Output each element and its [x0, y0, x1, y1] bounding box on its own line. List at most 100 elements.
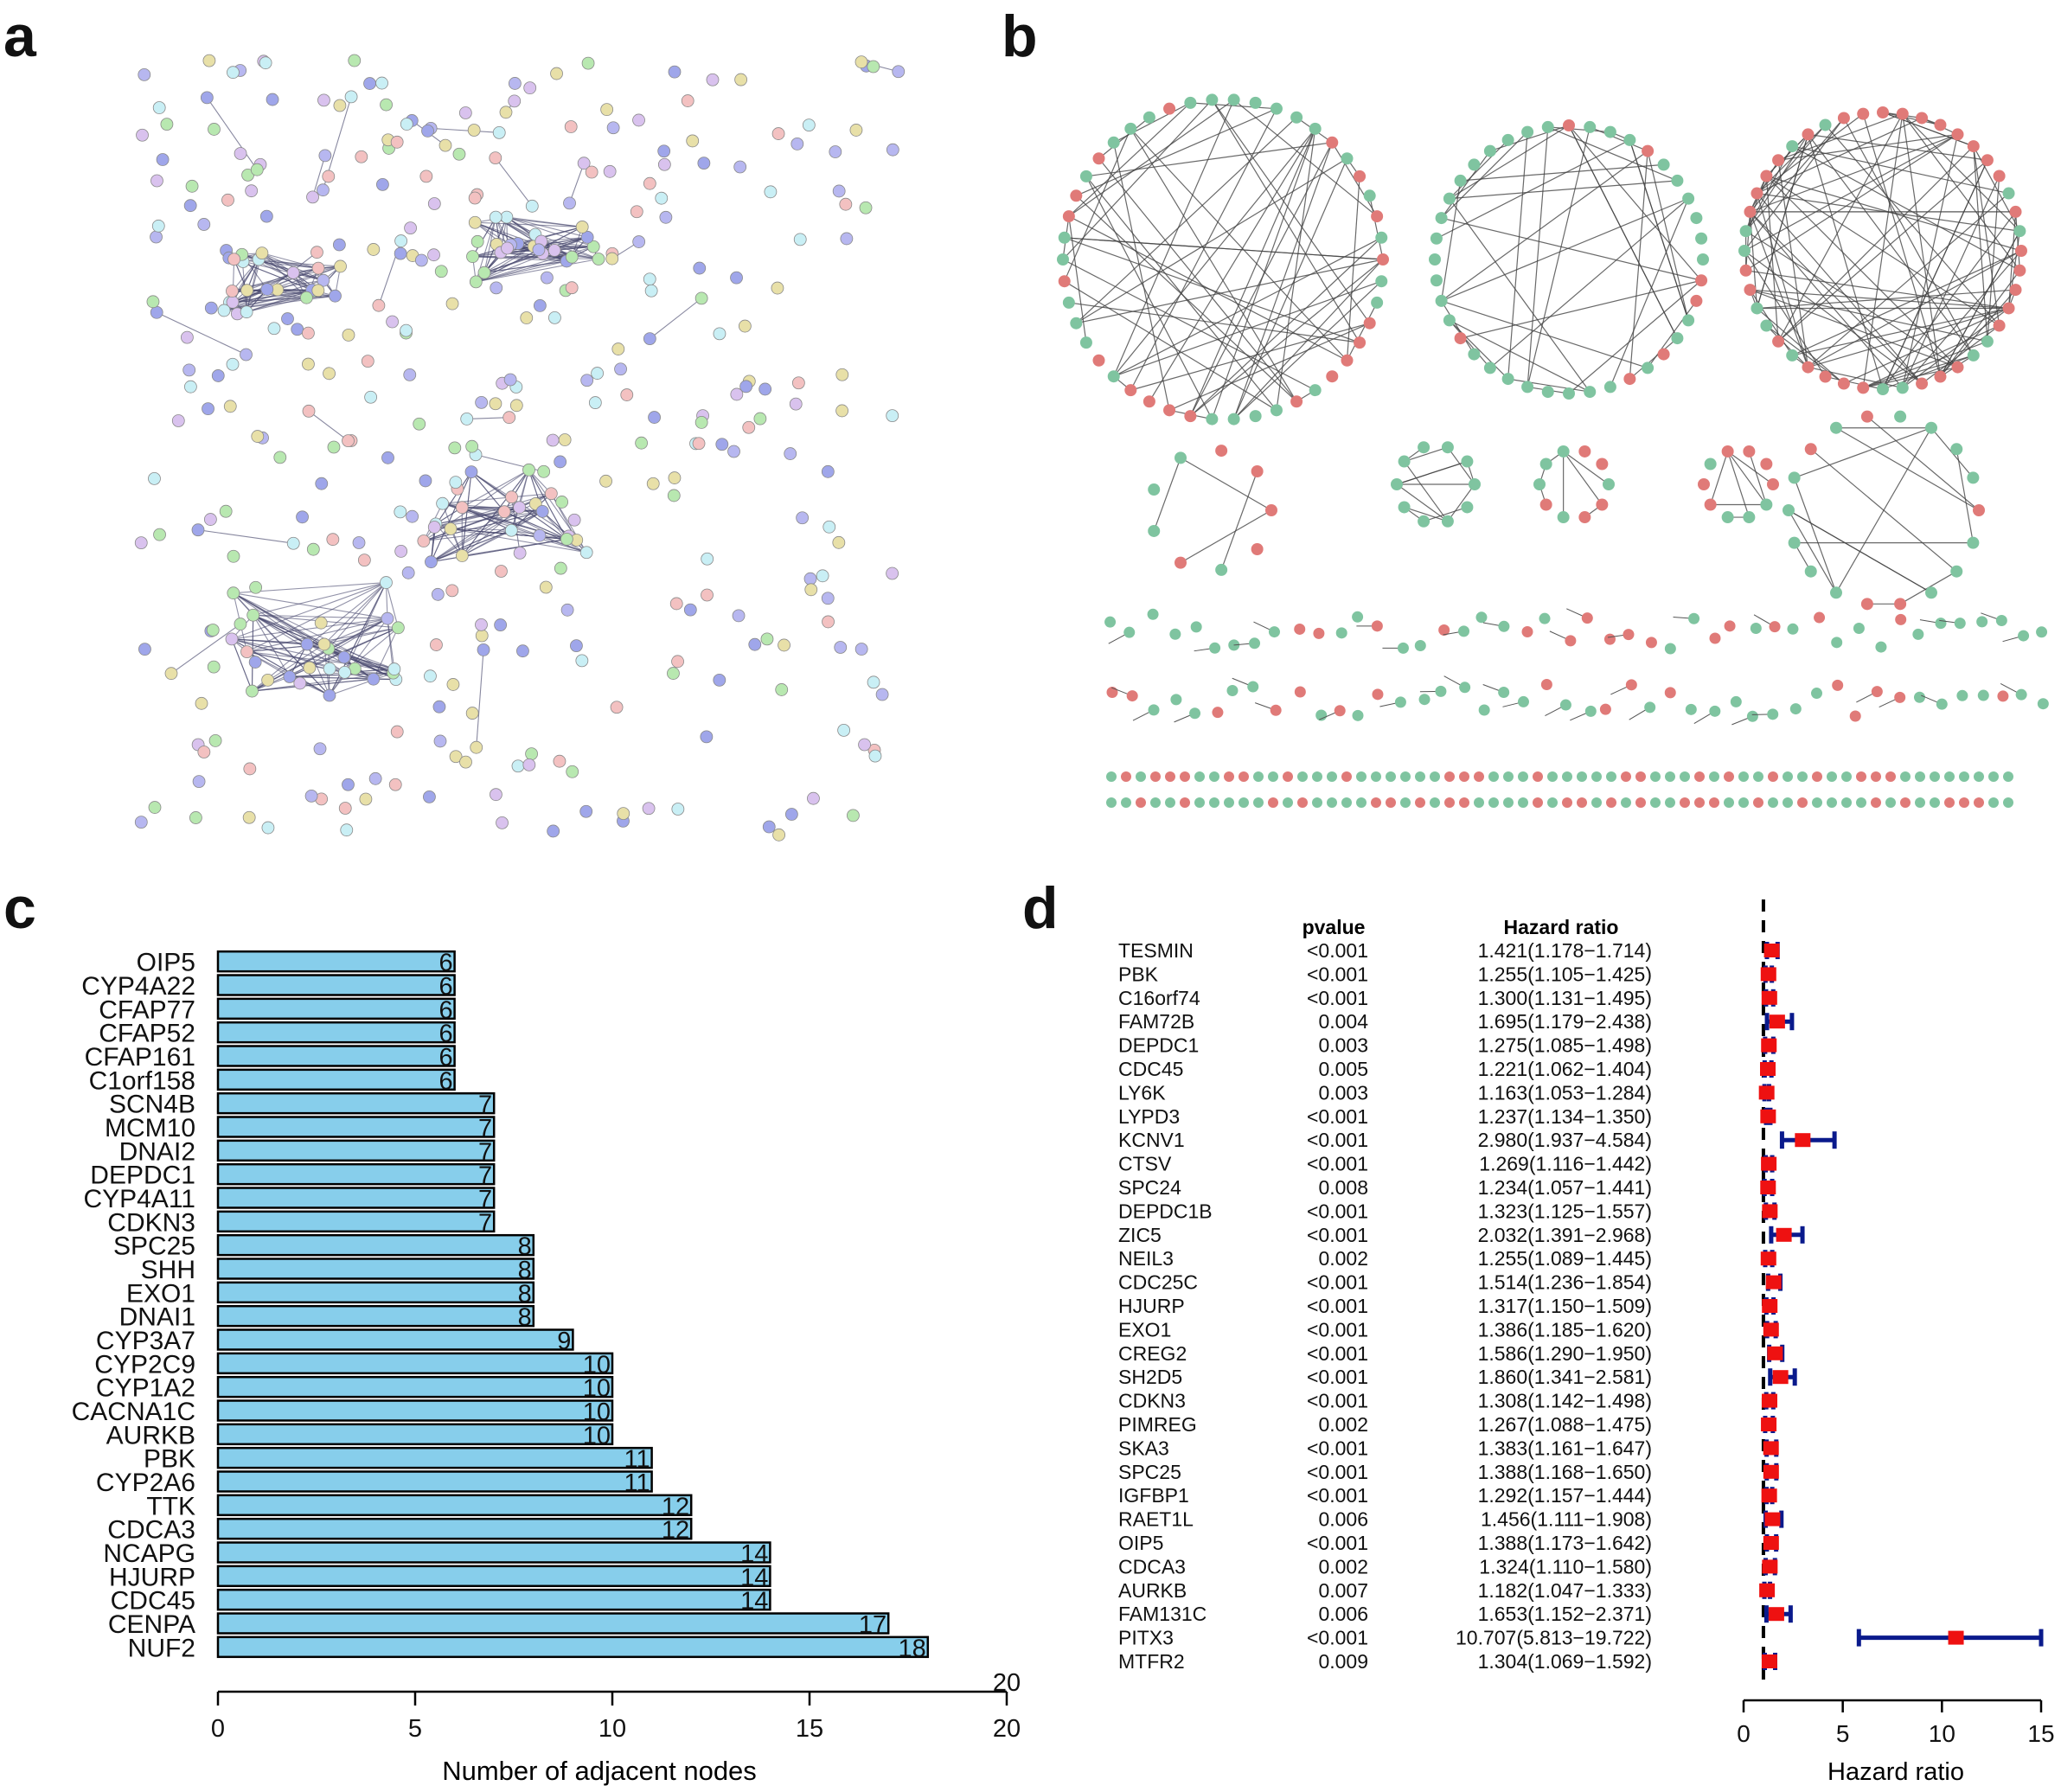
gene-label: EXO1 [1118, 1318, 1171, 1341]
network-b-chains [1104, 608, 2049, 808]
network-b-ring-1 [1057, 93, 1389, 426]
hazard-ratio-header: Hazard ratio [1504, 916, 1619, 938]
bar-dnai1 [216, 1304, 535, 1328]
category-label: EXO1 [126, 1279, 195, 1308]
category-label: CFAP52 [99, 1020, 195, 1048]
gene-label: FAM72B [1118, 1010, 1194, 1033]
hr-point-creg2 [1767, 1346, 1783, 1360]
category-label: SHH [141, 1256, 195, 1284]
bar-value-label: 6 [438, 1067, 452, 1095]
hazard-ratio-cell: 1.300(1.131−1.495) [1478, 987, 1652, 1009]
hazard-ratio-cell: 1.860(1.341−2.581) [1478, 1366, 1652, 1388]
bar-value-label: 11 [624, 1469, 650, 1497]
network-b-ring-6 [1391, 441, 1481, 528]
bar-value-label: 6 [438, 973, 452, 1001]
bar-cenpa [216, 1612, 890, 1635]
pvalue-cell: <0.001 [1307, 1627, 1368, 1649]
hr-point-c16orf74 [1761, 990, 1777, 1005]
bar-cdca3 [216, 1517, 693, 1540]
pvalue-cell: <0.001 [1307, 1105, 1368, 1128]
bar-exo1 [216, 1281, 535, 1304]
category-label: CFAP161 [85, 1043, 195, 1072]
category-label: CDKN3 [107, 1208, 195, 1237]
category-label: CYP1A2 [96, 1374, 195, 1403]
hr-point-tesmin [1763, 944, 1780, 957]
pvalue-cell: <0.001 [1307, 1484, 1368, 1507]
category-label: NCAPG [103, 1539, 195, 1568]
x-tick-label: 10 [1929, 1720, 1955, 1747]
hazard-ratio-cell: 1.182(1.047−1.333) [1478, 1579, 1652, 1602]
hr-point-fam72b [1769, 1014, 1785, 1029]
gene-label: AURKB [1118, 1579, 1187, 1602]
x-tick-label: 5 [408, 1715, 422, 1743]
hazard-ratio-cell: 1.586(1.290−1.950) [1478, 1342, 1652, 1365]
hazard-ratio-cell: 1.323(1.125−1.557) [1478, 1200, 1652, 1222]
gene-label: TESMIN [1118, 939, 1194, 962]
hazard-ratio-cell: 1.386(1.185−1.620) [1478, 1318, 1652, 1341]
network-b-ring-8 [1698, 445, 1779, 524]
bar-value-label: 6 [438, 950, 452, 977]
bar-cyp4a11 [216, 1187, 496, 1209]
category-label: CDCA3 [107, 1516, 195, 1545]
category-label: TTK [146, 1492, 195, 1520]
category-label: CACNA1C [72, 1398, 195, 1426]
bar-value-label: 8 [518, 1280, 532, 1308]
hazard-ratio-cell: 1.255(1.089−1.445) [1478, 1247, 1652, 1270]
bar-value-label: 10 [583, 1398, 611, 1426]
pvalue-cell: 0.002 [1318, 1247, 1368, 1270]
bar-value-label: 7 [478, 1138, 492, 1166]
category-label: CYP2A6 [96, 1469, 195, 1497]
gene-label: RAET1L [1118, 1508, 1194, 1531]
category-label: OIP5 [137, 949, 195, 977]
network-b-ring-5 [1783, 410, 1985, 611]
gene-label: CDC25C [1118, 1271, 1198, 1294]
gene-label: PBK [1118, 963, 1159, 985]
pvalue-cell: 0.007 [1318, 1579, 1368, 1602]
bar-depdc1 [216, 1162, 496, 1186]
bar-cyp3a7 [216, 1328, 574, 1351]
category-label: C1orf158 [89, 1066, 195, 1095]
hazard-ratio-cell: 1.653(1.152−2.371) [1478, 1603, 1652, 1625]
hr-point-pbk [1760, 967, 1776, 982]
gene-label: HJURP [1118, 1295, 1185, 1317]
pvalue-cell: 0.002 [1318, 1555, 1368, 1578]
hr-point-cdc45 [1760, 1062, 1776, 1076]
pvalue-cell: <0.001 [1307, 1342, 1368, 1365]
bar-mcm10 [216, 1116, 496, 1138]
x-axis-title-c: Number of adjacent nodes [442, 1756, 757, 1786]
hazard-ratio-cell: 1.221(1.062−1.404) [1478, 1058, 1652, 1080]
hazard-ratio-cell: 1.388(1.173−1.642) [1478, 1532, 1652, 1554]
bar-value-label: 7 [478, 1186, 492, 1213]
hazard-ratio-cell: 1.456(1.111−1.908) [1481, 1508, 1652, 1531]
pvalue-cell: <0.001 [1307, 1532, 1368, 1554]
hr-point-ska3 [1763, 1441, 1779, 1456]
gene-label: SKA3 [1118, 1437, 1169, 1459]
pvalue-cell: <0.001 [1307, 1390, 1368, 1412]
hr-point-cdca3 [1762, 1559, 1778, 1574]
category-label: PBK [144, 1445, 195, 1474]
pvalue-cell: 0.003 [1318, 1034, 1368, 1057]
category-label: DEPDC1 [90, 1162, 195, 1190]
bar-ttk [216, 1494, 693, 1517]
category-label: NUF2 [128, 1634, 195, 1662]
hazard-ratio-cell: 1.163(1.053−1.284) [1478, 1081, 1652, 1104]
bar-value-label: 10 [583, 1422, 611, 1450]
hr-point-hjurp [1762, 1299, 1778, 1313]
gene-label: OIP5 [1118, 1532, 1163, 1554]
x-tick-label: 10 [598, 1715, 626, 1743]
hazard-ratio-cell: 1.308(1.142−1.498) [1478, 1390, 1652, 1412]
hr-point-mtfr2 [1761, 1654, 1777, 1668]
hr-point-exo1 [1763, 1322, 1779, 1337]
gene-label: CDCA3 [1118, 1555, 1186, 1578]
pvalue-cell: <0.001 [1307, 987, 1368, 1009]
bar-dnai2 [216, 1139, 496, 1162]
category-label: CYP2C9 [94, 1350, 195, 1379]
x-tick-label: 0 [211, 1715, 225, 1743]
gene-label: CREG2 [1118, 1342, 1187, 1365]
bar-value-label: 7 [478, 1115, 492, 1142]
bar-value-label: 8 [518, 1233, 532, 1261]
network-b-ring-3 [1738, 106, 2027, 395]
hazard-ratio-cell: 1.234(1.057−1.441) [1478, 1176, 1652, 1199]
hazard-ratio-cell: 1.388(1.168−1.650) [1478, 1461, 1652, 1483]
